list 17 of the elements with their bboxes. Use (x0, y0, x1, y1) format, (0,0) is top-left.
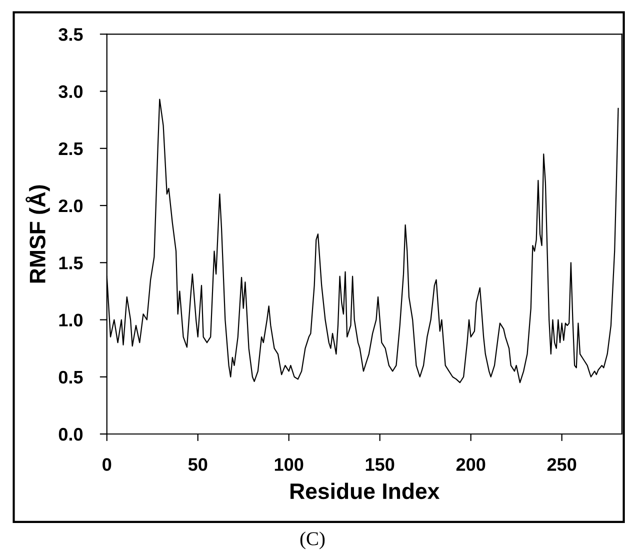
y-tick-label: 0.5 (58, 370, 83, 384)
y-tick-label: 3.5 (58, 28, 83, 41)
x-tick-label: 250 (547, 458, 576, 471)
x-tick-label: 150 (366, 458, 394, 471)
y-tick-label: 2.0 (58, 199, 83, 212)
x-axis-title: Residue Index (290, 482, 440, 500)
y-tick-label: 1.5 (59, 256, 83, 270)
text: (C) (300, 532, 325, 550)
x-tick-label: 0 (102, 458, 112, 471)
y-tick-label: 3.0 (58, 85, 83, 98)
y-tick-label: 1.0 (59, 314, 83, 326)
y-tick-label: 0.0 (58, 428, 83, 441)
y-axis-title: RMSF (Å) (26, 185, 50, 283)
x-tick-label: 100 (274, 458, 304, 471)
y-tick-label: 2.5 (58, 142, 83, 156)
x-tick-label: 50 (188, 458, 208, 471)
x-tick-label: 200 (456, 458, 486, 471)
